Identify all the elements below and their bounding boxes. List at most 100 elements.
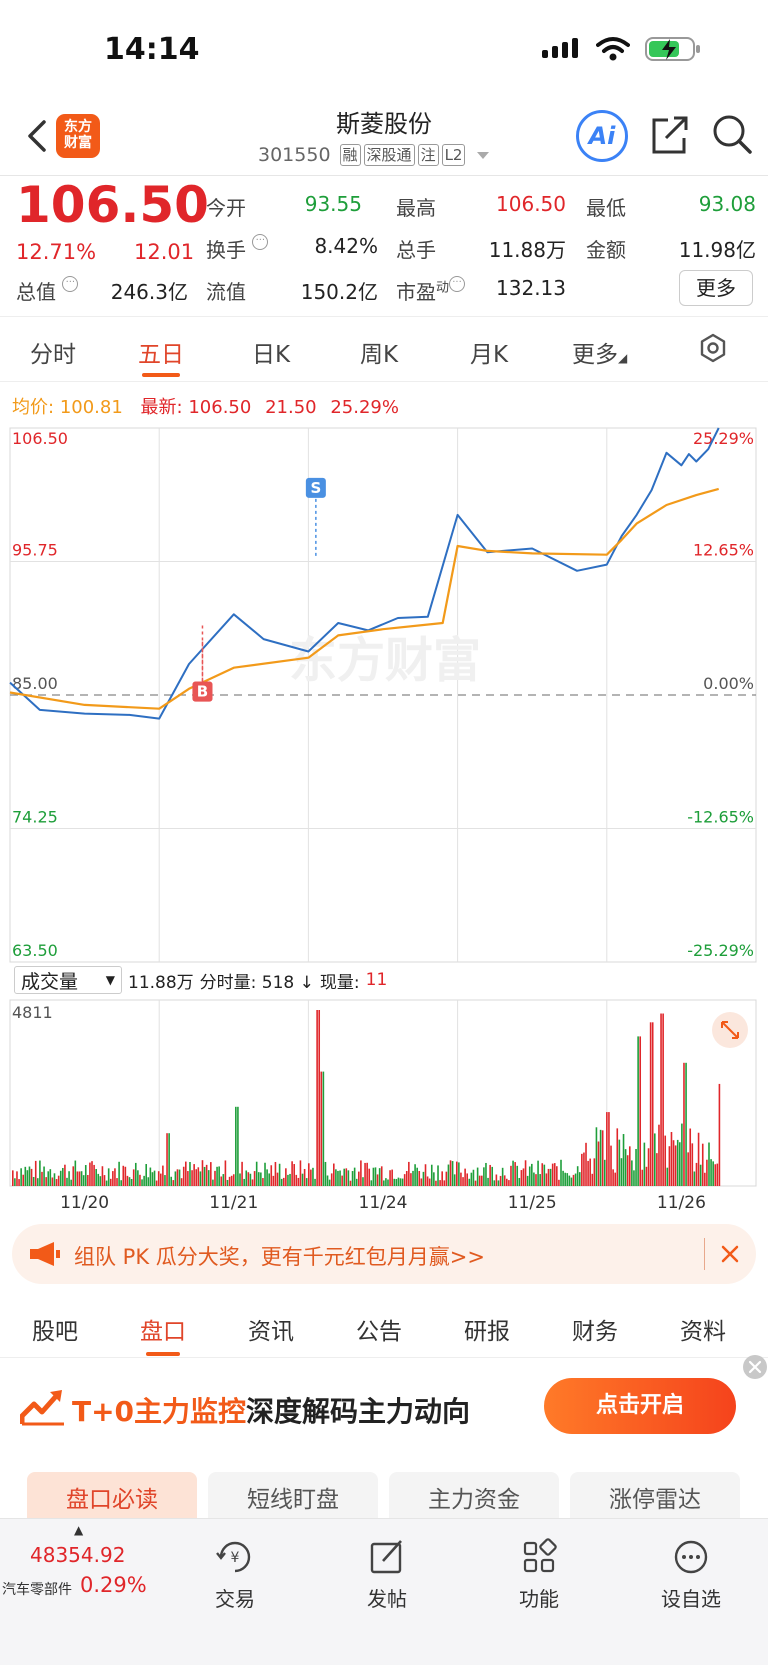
volume-bar (82, 1175, 85, 1186)
nav-functions[interactable]: 功能 (494, 1537, 584, 1612)
open-value: 93.55 (304, 192, 362, 216)
volume-bar (581, 1153, 583, 1186)
bottom-nav: ▲ 48354.92 汽车零部件 0.29% ¥ 交易 发帖 功能 (0, 1518, 768, 1665)
t0-banner[interactable]: T+0主力监控深度解码主力动向 点击开启 (0, 1355, 768, 1458)
float-value: 150.2亿 (300, 280, 378, 304)
tab-daily-k[interactable]: 日K (252, 342, 291, 368)
float-label: 流值 (206, 280, 246, 304)
volume-chart[interactable]: 4811 11/20 11/21 11/24 11/25 11/26 (0, 996, 768, 1221)
tab-announcements[interactable]: 公告 (356, 1319, 402, 1345)
volume-bar (287, 1174, 289, 1186)
tab-monthly-k[interactable]: 月K (470, 342, 509, 368)
volume-bar (499, 1175, 502, 1186)
volume-bar (666, 1167, 669, 1186)
volume-bar (464, 1168, 466, 1186)
tab-finance[interactable]: 财务 (572, 1319, 618, 1345)
volume-bar (210, 1162, 212, 1186)
tab-handicap[interactable]: 盘口 (140, 1312, 186, 1356)
volume-bar (585, 1142, 587, 1186)
banner-title-red: T+0主力监控 (72, 1395, 247, 1428)
volume-bar (466, 1173, 469, 1186)
volume-bar (389, 1170, 391, 1186)
volume-bar (564, 1172, 566, 1186)
volume-bar (549, 1168, 552, 1186)
search-icon[interactable] (710, 112, 754, 156)
settings-icon[interactable] (698, 333, 728, 363)
volume-bar (706, 1159, 708, 1186)
banner-title-dark: 深度解码主力动向 (246, 1395, 471, 1428)
volume-bar (91, 1161, 93, 1186)
volume-bar (628, 1146, 631, 1186)
volume-bar (606, 1112, 608, 1186)
info-icon: ··· (62, 276, 79, 292)
volume-bar (662, 1013, 664, 1186)
tab-profile[interactable]: 资料 (680, 1319, 726, 1345)
volume-bar (122, 1165, 125, 1186)
nav-post[interactable]: 发帖 (342, 1537, 432, 1612)
volume-bar (159, 1173, 162, 1186)
pe-label[interactable]: 市盈动 ··· (396, 276, 466, 305)
ai-button[interactable]: Ai (576, 110, 628, 162)
volume-bar (474, 1180, 477, 1186)
promo-banner[interactable]: 组队 PK 瓜分大奖，更有千元红包月月赢>> (12, 1224, 756, 1284)
volume-bar (59, 1170, 62, 1186)
volume-bar (462, 1177, 464, 1186)
avg-price-line (9, 487, 719, 710)
volume-bar (230, 1175, 233, 1186)
volume-bar (216, 1166, 218, 1186)
volume-bar (468, 1178, 471, 1186)
stock-code-row[interactable]: 301550 融 深股通 注 L2 (258, 144, 490, 166)
volume-bar (128, 1177, 131, 1186)
volume-bar (714, 1164, 717, 1186)
volume-bar (443, 1180, 446, 1186)
volume-bar (601, 1130, 604, 1186)
tab-weekly-k[interactable]: 周K (360, 342, 399, 368)
volume-bar (251, 1179, 254, 1186)
volume-bar (220, 1176, 223, 1186)
indicator-select[interactable]: 成交量 ▼ (14, 966, 122, 994)
share-icon[interactable] (650, 114, 690, 156)
volume-bar (489, 1164, 491, 1186)
tab-five-day[interactable]: 五日 (138, 335, 184, 377)
tab-intraday[interactable]: 分时 (30, 342, 76, 368)
volume-bar (318, 1010, 321, 1186)
volume-bar (551, 1163, 554, 1186)
svg-text:¥: ¥ (231, 1550, 240, 1566)
volume-bar (14, 1178, 16, 1186)
close-icon[interactable] (742, 1354, 768, 1380)
volume-bar (664, 1135, 667, 1186)
volume-bar (249, 1173, 252, 1186)
chart-watermark: 东方财富 (289, 632, 481, 688)
open-monitor-button[interactable]: 点击开启 (544, 1378, 736, 1434)
tab-news[interactable]: 资讯 (248, 1319, 294, 1345)
back-icon[interactable] (22, 116, 52, 156)
volume-bar (578, 1172, 581, 1186)
volume-bar (387, 1179, 389, 1186)
volume-bar (20, 1168, 22, 1186)
volume-bar (689, 1128, 692, 1186)
more-quote-button[interactable]: 更多 (679, 270, 753, 306)
sector-index[interactable]: ▲ 48354.92 汽车零部件 0.29% (0, 1523, 160, 1613)
mktcap-label[interactable]: 总值 ··· (16, 276, 79, 305)
volume-bar (107, 1168, 110, 1186)
volume-bar (403, 1174, 406, 1186)
volume-bar (478, 1175, 481, 1186)
volume-bar (704, 1172, 706, 1186)
nav-add-watchlist[interactable]: 设自选 (646, 1537, 736, 1612)
tab-more[interactable]: 更多◢ (572, 342, 628, 368)
stock-header: 东方 财富 斯菱股份 301550 融 深股通 注 L2 Ai (0, 100, 768, 176)
volume-bar (39, 1160, 41, 1186)
close-icon[interactable] (720, 1244, 740, 1264)
x-tick-day: 11/20 (60, 1193, 109, 1213)
volume-bar (595, 1127, 598, 1186)
high-value: 106.50 (496, 192, 566, 216)
volume-bar (422, 1171, 425, 1186)
tab-research[interactable]: 研报 (464, 1319, 510, 1345)
five-day-chart[interactable]: 东方财富 106.50 95.75 85.00 74.25 63.50 25.29% 12.6… (0, 420, 768, 965)
volume-bar (679, 1142, 681, 1186)
turnover-label[interactable]: 换手 ··· (206, 234, 269, 263)
nav-trade[interactable]: ¥ 交易 (190, 1537, 280, 1612)
volume-bar (660, 1013, 662, 1186)
volume-bar (255, 1161, 258, 1186)
tab-forum[interactable]: 股吧 (32, 1319, 78, 1345)
